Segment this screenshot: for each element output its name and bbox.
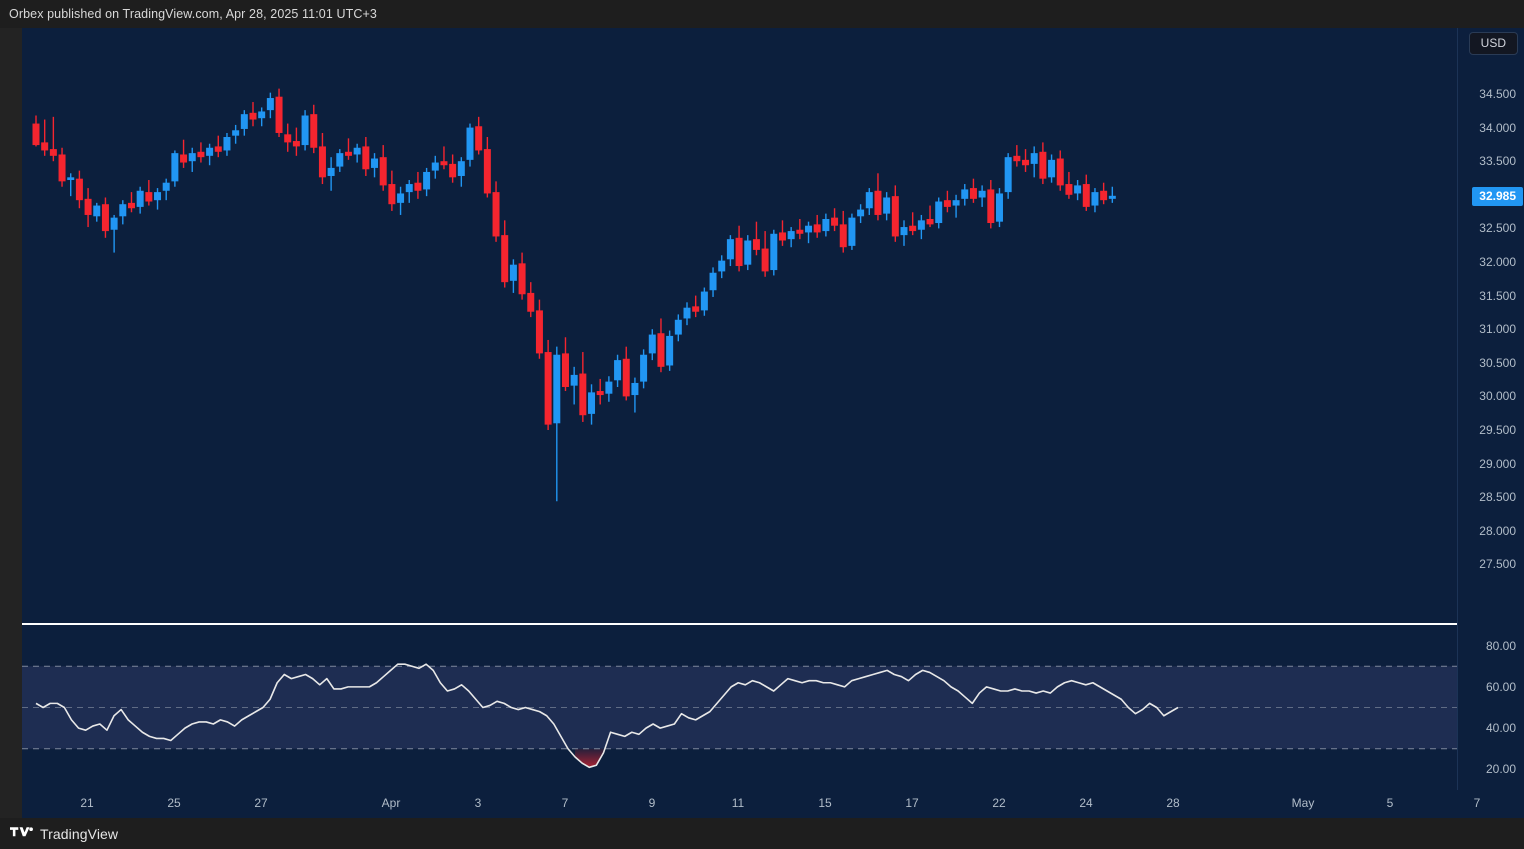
time-tick-label: 24	[1079, 796, 1093, 810]
time-tick-label: 22	[992, 796, 1006, 810]
price-tick-label: 32.000	[1479, 255, 1516, 269]
scale-divider	[1457, 28, 1458, 790]
tradingview-logo-icon	[10, 826, 33, 841]
left-gutter	[0, 28, 22, 818]
time-scale[interactable]: 21 25 27 Apr 3 7 9 11 15 17 22 24 28 May 5 7	[22, 790, 1524, 818]
time-tick-label: 7	[1473, 796, 1481, 810]
time-tick-label: 11	[731, 796, 745, 810]
price-tick-label: 29.500	[1479, 423, 1516, 437]
price-tick-label: 30.000	[1479, 389, 1516, 404]
time-tick-label: May	[1291, 796, 1315, 810]
price-tick-label: 28.000	[1479, 523, 1516, 538]
last-price-badge: 32.985	[1472, 186, 1523, 206]
tradingview-branding[interactable]: TradingView	[0, 826, 118, 842]
price-pane[interactable]	[22, 28, 1458, 623]
time-tick-label: 9	[648, 796, 656, 810]
price-tick-label: 28.500	[1479, 490, 1516, 505]
rsi-tick-label: 20.00	[1485, 762, 1516, 777]
price-tick-label: 31.000	[1479, 322, 1516, 337]
chart-footer: TradingView	[0, 818, 1524, 849]
price-tick-label: 34.500	[1479, 87, 1516, 101]
price-tick-label: 27.500	[1479, 557, 1516, 572]
pane-separator[interactable]	[22, 623, 1524, 625]
chart-area[interactable]: USD 34.500 34.000 33.500 32.500 32.000 31.500…	[22, 28, 1524, 818]
publisher-attribution: Orbex published on TradingView.com, Apr …	[9, 7, 377, 21]
time-tick-label: 27	[254, 796, 268, 810]
price-tick-label: 30.500	[1479, 355, 1516, 370]
time-tick-label: 3	[474, 796, 482, 810]
time-tick-label: Apr	[381, 796, 401, 810]
time-tick-label: 25	[167, 796, 181, 810]
rsi-series	[22, 663, 1458, 769]
price-tick-label: 33.500	[1479, 154, 1516, 169]
time-tick-label: 7	[561, 796, 569, 810]
currency-badge[interactable]: USD	[1468, 32, 1518, 55]
chart-header: Orbex published on TradingView.com, Apr …	[0, 0, 1524, 28]
candlestick-series	[32, 88, 1116, 502]
time-tick-label: 17	[905, 796, 919, 810]
price-scale[interactable]: USD 34.500 34.000 33.500 32.500 32.000 31.500…	[1458, 28, 1524, 818]
price-tick-label: 32.500	[1479, 221, 1516, 236]
price-tick-label: 29.000	[1479, 456, 1516, 471]
time-tick-label: 21	[80, 796, 94, 810]
rsi-tick-label: 80.00	[1485, 638, 1516, 653]
time-tick-label: 15	[818, 796, 832, 810]
rsi-tick-label: 40.00	[1485, 721, 1516, 736]
price-tick-label: 34.000	[1479, 120, 1516, 135]
rsi-pane[interactable]	[22, 625, 1458, 790]
time-tick-label: 28	[1166, 796, 1180, 810]
rsi-tick-label: 60.00	[1485, 679, 1516, 694]
tradingview-brand-label: TradingView	[40, 825, 119, 842]
price-tick-label: 31.500	[1479, 288, 1516, 303]
time-tick-label: 5	[1386, 796, 1394, 810]
